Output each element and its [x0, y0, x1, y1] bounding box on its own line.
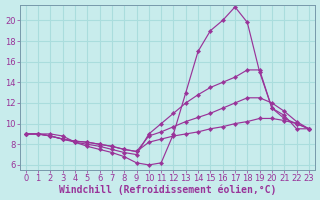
- X-axis label: Windchill (Refroidissement éolien,°C): Windchill (Refroidissement éolien,°C): [59, 185, 276, 195]
